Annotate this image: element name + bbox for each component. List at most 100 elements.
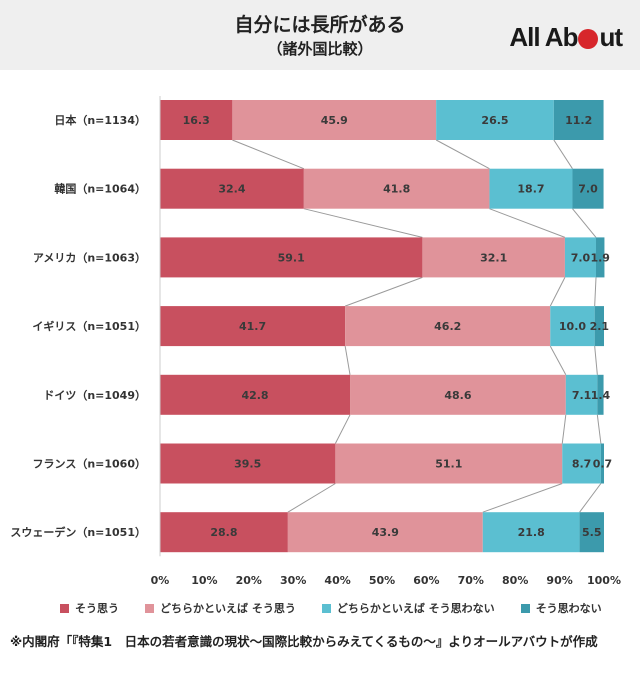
- x-tick-label: 20%: [236, 574, 262, 587]
- connector-line: [344, 346, 351, 375]
- connector-line: [482, 483, 563, 513]
- x-tick-label: 40%: [324, 574, 350, 587]
- bar-segment: [565, 374, 598, 415]
- legend-swatch: [145, 603, 154, 613]
- data-label: 21.8: [518, 526, 545, 539]
- chart-legend: そう思う どちらかといえば そう思う どちらかといえば そう思わない そう思わない: [60, 600, 602, 616]
- data-label: 8.7: [572, 458, 592, 471]
- legend-label: どちらかといえば そう思う: [160, 602, 296, 615]
- connector-line: [561, 414, 567, 444]
- bar-segment: [597, 374, 604, 415]
- connector-line: [489, 208, 566, 238]
- bar-segment: [594, 306, 604, 347]
- connector-line: [232, 139, 305, 170]
- data-label: 10.0: [559, 320, 586, 333]
- x-tick-label: 70%: [458, 574, 484, 587]
- bar-segment: [562, 443, 601, 484]
- connector-line: [553, 139, 573, 169]
- bar-segment: [345, 306, 551, 347]
- bar-segment: [232, 100, 437, 140]
- data-label: 7.1: [572, 389, 592, 402]
- data-label: 7.0: [578, 183, 598, 196]
- data-label: 32.1: [480, 251, 507, 264]
- data-label: 18.7: [517, 183, 544, 196]
- connector-line: [594, 346, 598, 375]
- category-label: 韓国（n=1064）: [54, 182, 146, 196]
- data-label: 43.9: [372, 526, 399, 539]
- data-label: 26.5: [481, 114, 508, 127]
- data-label: 59.1: [278, 251, 305, 264]
- data-label: 5.5: [582, 526, 602, 539]
- bar-segment: [160, 306, 346, 347]
- bar-segment: [596, 237, 605, 278]
- data-label: 1.9: [590, 251, 610, 264]
- category-label: イギリス（n=1051）: [32, 319, 146, 333]
- category-label: フランス（n=1060）: [33, 458, 146, 471]
- connector-line: [435, 139, 490, 170]
- bar-segment: [572, 168, 604, 209]
- bar-segment: [600, 443, 604, 484]
- logo-text-right: ut: [599, 21, 623, 52]
- source-note: ※内閣府「『特集1 日本の若者意識の現状～国際比較からみえてくるもの～』よりオー…: [10, 634, 598, 649]
- bar-segment: [160, 443, 336, 484]
- data-label: 0.7: [593, 458, 613, 471]
- connector-line: [579, 483, 602, 513]
- bar-segment: [422, 237, 565, 278]
- data-label: 16.3: [183, 114, 210, 127]
- bar-segment: [553, 100, 604, 140]
- data-label: 7.0: [571, 251, 591, 264]
- bar-segment: [160, 100, 233, 140]
- x-tick-label: 90%: [546, 574, 572, 587]
- legend-label: そう思う: [75, 602, 119, 615]
- allabout-logo: All Ab ut: [509, 21, 623, 52]
- x-tick-label: 0%: [151, 574, 170, 587]
- connector-line: [572, 208, 597, 238]
- x-tick-label: 10%: [191, 574, 217, 587]
- connector-line: [334, 414, 351, 444]
- category-label: スウェーデン（n=1051）: [10, 525, 146, 539]
- bar-segment: [489, 168, 573, 209]
- legend-swatch: [60, 603, 69, 613]
- legend-item: そう思わない: [520, 600, 602, 616]
- category-label: 日本（n=1134）: [54, 113, 146, 127]
- bar-segment: [287, 512, 483, 553]
- bar-segment: [350, 374, 566, 415]
- x-tick-label: 30%: [280, 574, 306, 587]
- bar-segment: [579, 512, 604, 553]
- x-tick-label: 100%: [587, 574, 621, 587]
- bar-segment: [550, 306, 595, 347]
- connector-line: [287, 483, 336, 513]
- bar-segment: [335, 443, 563, 484]
- bar-segment: [564, 237, 597, 278]
- legend-label: どちらかといえば そう思わない: [336, 602, 495, 615]
- bar-segment: [160, 168, 304, 209]
- header-band: 自分には長所がある （諸外国比較） All Ab ut: [0, 0, 640, 70]
- data-label: 2.1: [590, 320, 610, 333]
- connector-line: [594, 277, 597, 307]
- data-label: 1.4: [591, 389, 611, 402]
- connector-line: [549, 277, 566, 307]
- bar-segment: [303, 168, 490, 209]
- legend-swatch: [321, 603, 331, 613]
- data-label: 46.2: [434, 320, 461, 333]
- data-label: 32.4: [218, 183, 245, 196]
- stacked-bar-chart: 日本（n=1134） 16.3 45.9 26.5 11.2 韓国（n=1064） 32.4…: [10, 96, 621, 587]
- x-tick-label: 80%: [502, 574, 528, 587]
- bar-segment: [160, 237, 423, 278]
- chart-subtitle: （諸外国比較）: [267, 40, 373, 58]
- legend-swatch: [520, 603, 530, 613]
- chart-title: 自分には長所がある: [234, 14, 406, 36]
- bar-segment: [482, 512, 580, 553]
- x-tick-label: 50%: [369, 574, 395, 587]
- legend-item: そう思う: [60, 600, 119, 616]
- category-label: ドイツ（n=1049）: [43, 389, 146, 402]
- connector-line: [344, 276, 423, 307]
- data-label: 41.8: [383, 183, 410, 196]
- x-tick-label: 60%: [413, 574, 439, 587]
- data-label: 39.5: [234, 458, 261, 471]
- bar-segment: [436, 100, 554, 140]
- data-label: 45.9: [321, 114, 348, 127]
- data-label: 11.2: [565, 114, 592, 127]
- bar-segment: [160, 512, 288, 553]
- data-label: 48.6: [444, 389, 471, 402]
